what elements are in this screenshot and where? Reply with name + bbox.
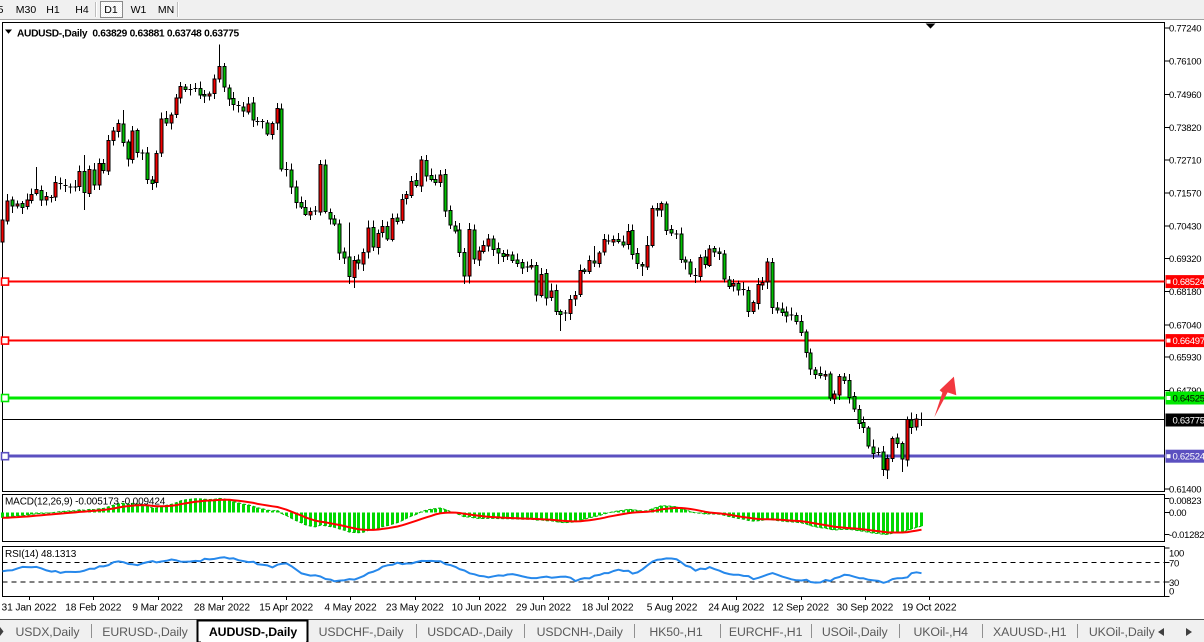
svg-text:12 Sep 2022: 12 Sep 2022 — [772, 603, 829, 614]
svg-text:EURUSD-,Daily: EURUSD-,Daily — [102, 625, 188, 639]
svg-text:0.62524: 0.62524 — [1173, 452, 1204, 463]
svg-text:0.73820: 0.73820 — [1169, 123, 1201, 134]
svg-text:0.66497: 0.66497 — [1173, 336, 1204, 347]
svg-text:HK50-,H1: HK50-,H1 — [649, 625, 702, 639]
svg-text:0.61400: 0.61400 — [1169, 484, 1201, 495]
svg-text:23 May 2022: 23 May 2022 — [386, 603, 444, 614]
svg-text:-0.01282: -0.01282 — [1169, 530, 1204, 541]
svg-text:AUDUSD-,Daily 0.63829 0.63881: AUDUSD-,Daily 0.63829 0.63881 0.63748 0.… — [17, 29, 239, 40]
svg-text:18 Jul 2022: 18 Jul 2022 — [582, 603, 634, 614]
svg-text:18 Feb 2022: 18 Feb 2022 — [65, 603, 122, 614]
svg-text:D1: D1 — [104, 4, 118, 16]
svg-text:4 May 2022: 4 May 2022 — [324, 603, 377, 614]
svg-text:10 Jun 2022: 10 Jun 2022 — [452, 603, 507, 614]
svg-text:15 Apr 2022: 15 Apr 2022 — [259, 603, 313, 614]
svg-text:RSI(14) 48.1313: RSI(14) 48.1313 — [5, 549, 77, 560]
svg-text:MACD(12,26,9) -0.005173 -0.009: MACD(12,26,9) -0.005173 -0.009424 — [5, 497, 166, 508]
svg-text:EURCHF-,H1: EURCHF-,H1 — [729, 625, 803, 639]
svg-text:100: 100 — [1169, 549, 1184, 560]
svg-text:UKOil-,H4: UKOil-,H4 — [913, 625, 968, 639]
svg-text:H1: H1 — [46, 4, 60, 16]
svg-text:USDCNH-,Daily: USDCNH-,Daily — [537, 625, 624, 639]
svg-text:0.67040: 0.67040 — [1169, 320, 1201, 331]
svg-text:M30: M30 — [16, 4, 37, 16]
svg-text:0.68180: 0.68180 — [1169, 287, 1201, 298]
svg-text:19 Oct 2022: 19 Oct 2022 — [902, 603, 957, 614]
svg-text:30 Sep 2022: 30 Sep 2022 — [837, 603, 894, 614]
svg-text:0.69320: 0.69320 — [1169, 254, 1201, 265]
svg-text:29 Jun 2022: 29 Jun 2022 — [516, 603, 571, 614]
svg-text:0.63775: 0.63775 — [1173, 415, 1204, 426]
svg-text:W1: W1 — [131, 4, 147, 16]
svg-text:31 Jan 2022: 31 Jan 2022 — [2, 603, 57, 614]
svg-text:0.64525: 0.64525 — [1173, 394, 1204, 405]
svg-text:0.71570: 0.71570 — [1169, 189, 1201, 200]
svg-text:USDCHF-,Daily: USDCHF-,Daily — [319, 625, 405, 639]
svg-text:0.00823: 0.00823 — [1169, 496, 1201, 507]
svg-text:30: 30 — [1169, 578, 1179, 589]
svg-text:5 Aug 2022: 5 Aug 2022 — [647, 603, 698, 614]
svg-text:0.74960: 0.74960 — [1169, 90, 1201, 101]
svg-text:0.64790: 0.64790 — [1169, 386, 1201, 397]
svg-text:0.70430: 0.70430 — [1169, 222, 1201, 233]
svg-text:0.76100: 0.76100 — [1169, 57, 1201, 68]
svg-text:USDCAD-,Daily: USDCAD-,Daily — [427, 625, 513, 639]
svg-text:70: 70 — [1169, 559, 1179, 570]
svg-text:24 Aug 2022: 24 Aug 2022 — [708, 603, 765, 614]
svg-text:USDX,Daily: USDX,Daily — [16, 625, 81, 639]
svg-text:AUDUSD-,Daily: AUDUSD-,Daily — [209, 625, 297, 639]
svg-text:0.68524: 0.68524 — [1173, 277, 1204, 288]
svg-text:XAUUSD-,H1: XAUUSD-,H1 — [993, 625, 1067, 639]
svg-text:0.00: 0.00 — [1169, 508, 1186, 519]
svg-text:9 Mar 2022: 9 Mar 2022 — [132, 603, 183, 614]
svg-text:H4: H4 — [75, 4, 89, 16]
svg-text:0: 0 — [1169, 587, 1174, 598]
svg-text:USOil-,Daily: USOil-,Daily — [822, 625, 889, 639]
svg-text:0.72710: 0.72710 — [1169, 155, 1201, 166]
svg-text:0.77240: 0.77240 — [1169, 24, 1201, 35]
svg-text:28 Mar 2022: 28 Mar 2022 — [194, 603, 251, 614]
svg-text:MN: MN — [158, 4, 174, 16]
svg-text:5: 5 — [0, 4, 4, 16]
svg-text:0.65930: 0.65930 — [1169, 353, 1201, 364]
svg-text:UKOil-,Daily: UKOil-,Daily — [1089, 625, 1156, 639]
